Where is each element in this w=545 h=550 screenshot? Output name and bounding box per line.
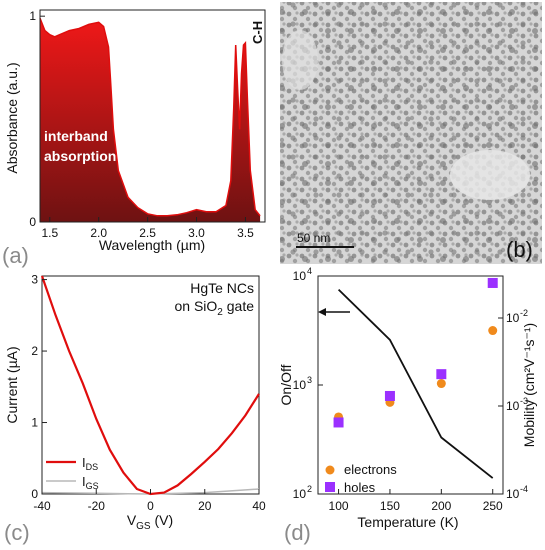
legend-igs-sub: GS	[86, 481, 99, 491]
electron-point	[488, 326, 498, 336]
y-tick-label-c: 1	[31, 416, 38, 430]
xlabel-c-unit: (V)	[151, 512, 174, 528]
y-tick-exp-d: 4	[307, 266, 312, 276]
y-tick-label-a: 0	[29, 215, 36, 229]
y-axis-label-d: On/Off	[278, 364, 294, 405]
x-tick-label-a: 3.0	[188, 226, 205, 240]
y-tick-exp-d: 3	[307, 375, 312, 385]
panel-label-a: (a)	[2, 243, 29, 268]
absorbance-area	[40, 18, 261, 223]
scale-bar	[296, 246, 354, 248]
annotation-gate: on SiO2 gate	[174, 298, 254, 318]
y2-tick-label-d: 10	[506, 311, 520, 325]
x-tick-label-c: 40	[252, 499, 266, 513]
x-axis-label-d: Temperature (K)	[357, 514, 458, 530]
gate-text-1: on SiO	[174, 298, 217, 314]
y2-tick-exp-d: -2	[520, 308, 528, 318]
gate-sub: 2	[217, 307, 223, 318]
x-tick-label-c: 20	[198, 499, 212, 513]
y-axis-label-a: Absorbance (a.u.)	[4, 62, 20, 173]
y-tick-exp-d: 2	[307, 484, 312, 494]
electron-point	[436, 379, 446, 389]
tem-micrograph: 50 nm (b)	[280, 2, 542, 264]
panel-label-c: (c)	[4, 520, 30, 545]
legend-swatch-electrons	[325, 465, 335, 475]
panel-label-b: (b)	[506, 237, 533, 262]
y-tick-label-d: 10	[293, 269, 307, 283]
y2-tick-exp-d: -4	[520, 484, 528, 494]
annotation-interband: interband	[44, 128, 108, 144]
x-tick-label-d: 200	[431, 499, 451, 513]
legend-label-holes: holes	[344, 480, 376, 495]
onoff-line	[337, 288, 494, 479]
y2-tick-label-d: 10	[506, 399, 520, 413]
y-tick-label-a: 1	[29, 9, 36, 23]
x-tick-label-c: 0	[147, 499, 154, 513]
absorbance-chart: 1.5 2.0 2.5 3.0 3.5 01 interband absorption …	[2, 9, 266, 268]
y-axis-label-c: Current (µA)	[4, 346, 20, 423]
x-tick-label-d: 250	[483, 499, 503, 513]
annotation-hgte: HgTe NCs	[190, 280, 254, 296]
x-tick-label-c: -20	[88, 499, 106, 513]
legend-label-igs: IGS	[82, 474, 99, 491]
x-tick-label-d: 100	[329, 499, 349, 513]
y2-tick-label-d: 10	[506, 487, 520, 501]
x-axis-label-a: Wavelength (µm)	[99, 237, 205, 253]
legend-ids-name: I	[82, 455, 86, 470]
y2-axis-label-d: Mobility (cm²V⁻¹s⁻¹)	[521, 323, 537, 447]
y-tick-label-c: 2	[31, 344, 38, 358]
panel-label-d: (d)	[284, 520, 311, 545]
absorbance-line	[39, 17, 261, 217]
legend-label-ids: IDS	[82, 455, 98, 472]
hole-point	[333, 417, 344, 428]
hole-point	[384, 390, 395, 401]
x-tick-label-a: 2.0	[90, 226, 107, 240]
x-tick-label-a: 2.5	[139, 226, 156, 240]
y-tick-label-d: 10	[293, 378, 307, 392]
annotation-ch: C-H	[250, 21, 265, 44]
x-tick-label-a: 1.5	[41, 226, 58, 240]
x-tick-label-a: 3.5	[237, 226, 254, 240]
legend-ids-sub: DS	[86, 462, 99, 472]
xlabel-c-sub: GS	[136, 521, 151, 532]
x-tick-label-d: 150	[380, 499, 400, 513]
gate-text-2: gate	[223, 298, 254, 314]
scale-bar-label: 50 nm	[297, 231, 330, 245]
hole-point	[487, 277, 498, 288]
y-tick-label-c: 0	[31, 487, 38, 501]
y2-tick-exp-d: -3	[520, 396, 528, 406]
x-axis-label-c: VGS (V)	[127, 512, 173, 532]
x-tick-label-c: -40	[33, 499, 51, 513]
y-tick-label-d: 10	[293, 487, 307, 501]
onoff-arrow	[318, 308, 350, 316]
xlabel-c-v: V	[127, 512, 137, 528]
legend-igs-name: I	[82, 474, 86, 489]
hole-point	[436, 369, 447, 380]
legend-label-electrons: electrons	[344, 462, 397, 477]
plot-frame-a	[39, 9, 266, 223]
legend-swatch-holes	[325, 482, 335, 492]
y-tick-label-c: 3	[31, 273, 38, 287]
annotation-absorption: absorption	[44, 148, 116, 164]
